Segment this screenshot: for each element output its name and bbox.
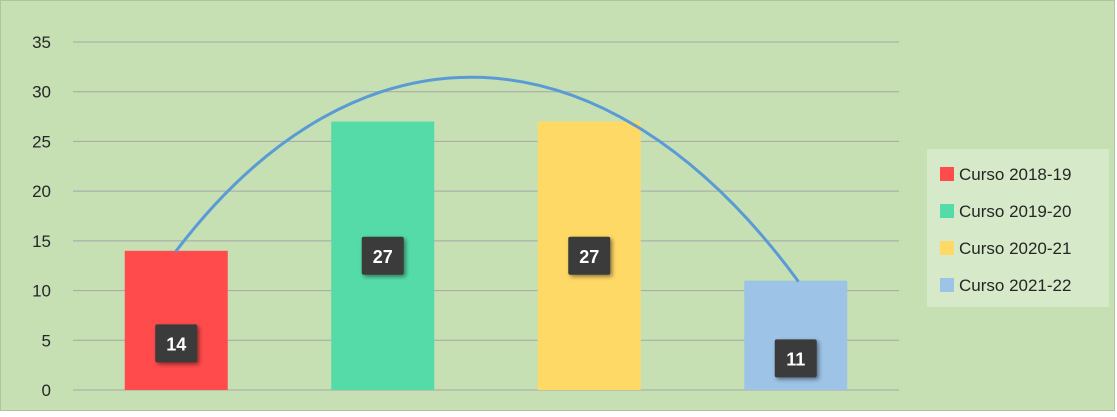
legend-label: Curso 2020-21: [959, 239, 1071, 258]
y-tick-label: 35: [32, 33, 51, 52]
legend-label: Curso 2021-22: [959, 276, 1071, 295]
data-label: 27: [568, 236, 611, 275]
y-tick-label: 30: [32, 83, 51, 102]
legend-swatch: [940, 167, 954, 181]
trendline-curve: [174, 75, 800, 283]
y-tick-label: 20: [32, 182, 51, 201]
data-label-value: 27: [579, 247, 599, 267]
legend-label: Curso 2019-20: [959, 202, 1071, 221]
y-tick-label: 5: [42, 331, 51, 350]
legend-item: Curso 2020-21: [940, 239, 1071, 258]
bar-1: [124, 250, 228, 390]
legend-item: Curso 2019-20: [940, 202, 1071, 221]
legend-label: Curso 2018-19: [959, 165, 1071, 184]
y-tick-label: 10: [32, 282, 51, 301]
data-label-box: [774, 339, 817, 378]
data-label: 14: [155, 324, 198, 363]
data-label: 27: [361, 236, 404, 275]
trendline: [174, 75, 800, 283]
y-tick-label: 0: [42, 381, 51, 400]
legend-swatch: [940, 241, 954, 255]
legend-swatch: [940, 278, 954, 292]
data-label: 11: [774, 339, 817, 378]
data-label-box: [361, 236, 404, 275]
data-label-value: 11: [786, 349, 805, 369]
data-label-value: 27: [373, 247, 393, 267]
data-label-value: 14: [166, 334, 186, 354]
bars: [124, 121, 848, 391]
legend-box: [927, 149, 1109, 307]
legend-item: Curso 2018-19: [940, 165, 1071, 184]
y-axis-tick-labels: 0 5 10 15 20 25 30 35: [32, 33, 51, 400]
y-tick-label: 15: [32, 232, 51, 251]
data-label-box: [568, 236, 611, 275]
legend: Curso 2018-19 Curso 2019-20 Curso 2020-21 C…: [927, 149, 1109, 307]
data-labels: 14 27 27 11: [155, 236, 817, 378]
legend-swatch: [940, 204, 954, 218]
y-tick-label: 25: [32, 132, 51, 151]
data-label-box: [155, 324, 198, 363]
legend-item: Curso 2021-22: [940, 276, 1071, 295]
